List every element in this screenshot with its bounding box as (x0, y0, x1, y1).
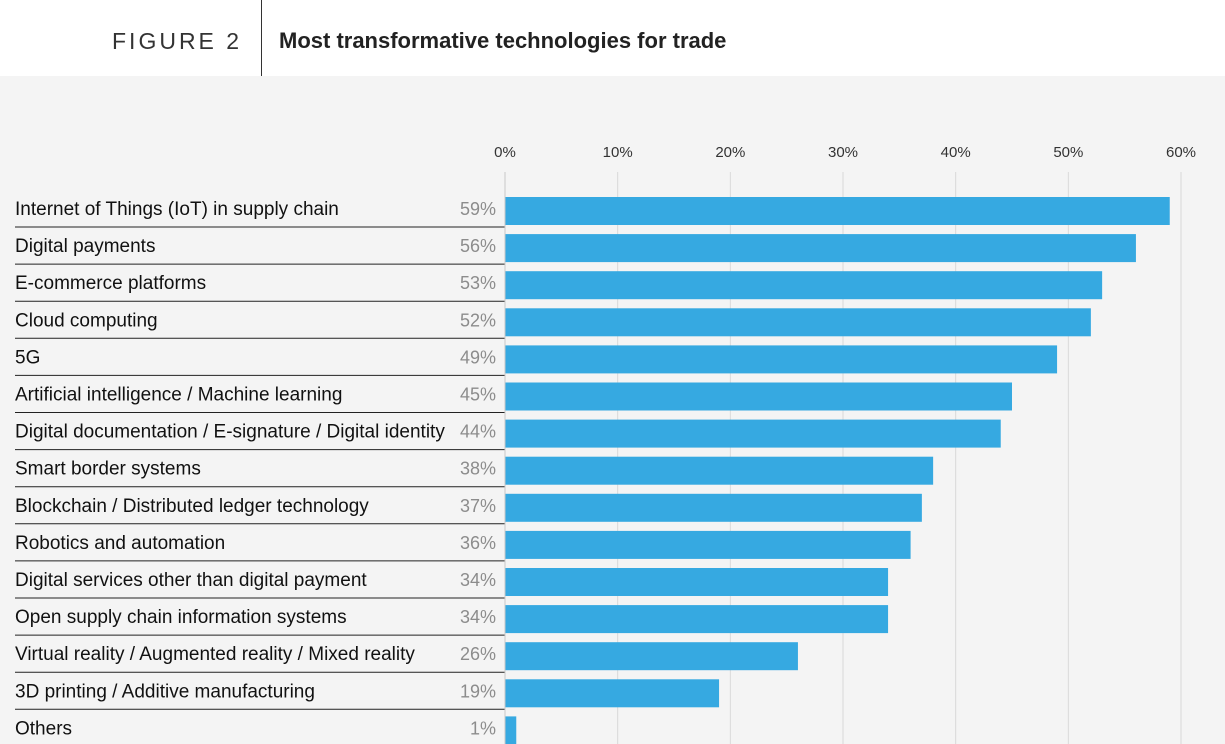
value-label: 34% (460, 607, 496, 627)
x-tick-label: 20% (715, 144, 745, 161)
bar (505, 716, 517, 744)
value-label: 56% (460, 236, 496, 256)
figure-label: FIGURE 2 (112, 28, 243, 54)
value-label: 36% (460, 533, 496, 553)
bar (505, 679, 720, 708)
x-tick-label: 40% (941, 144, 971, 161)
value-label: 34% (460, 570, 496, 590)
value-label: 45% (460, 385, 496, 405)
category-label: Smart border systems (15, 459, 201, 480)
category-label: Open supply chain information systems (15, 607, 347, 628)
x-tick-label: 60% (1166, 144, 1196, 161)
bar (505, 605, 889, 634)
value-label: 59% (460, 199, 496, 219)
bar (505, 642, 798, 671)
x-tick-label: 30% (828, 144, 858, 161)
figure-title: Most transformative technologies for tra… (279, 28, 727, 53)
bar (505, 308, 1091, 337)
value-label: 19% (460, 681, 496, 701)
category-label: Internet of Things (IoT) in supply chain (15, 199, 339, 220)
x-tick-label: 50% (1053, 144, 1083, 161)
bar (505, 345, 1058, 374)
header-divider (261, 0, 262, 76)
x-tick-label: 10% (603, 144, 633, 161)
category-label: Cloud computing (15, 310, 158, 331)
bar (505, 419, 1001, 448)
value-label: 52% (460, 310, 496, 330)
category-label: 5G (15, 347, 40, 368)
category-label: Digital payments (15, 236, 155, 257)
value-label: 38% (460, 459, 496, 479)
x-tick-label: 0% (494, 144, 516, 161)
value-label: 53% (460, 273, 496, 293)
value-label: 1% (470, 718, 496, 738)
category-label: 3D printing / Additive manufacturing (15, 681, 315, 702)
bar (505, 234, 1136, 263)
bar (505, 382, 1012, 411)
category-label: Virtual reality / Augmented reality / Mi… (15, 644, 415, 665)
category-label: Artificial intelligence / Machine learni… (15, 385, 342, 406)
value-label: 26% (460, 644, 496, 664)
category-label: Digital documentation / E-signature / Di… (15, 422, 445, 443)
category-label: Digital services other than digital paym… (15, 570, 367, 591)
bar (505, 530, 911, 559)
value-label: 49% (460, 347, 496, 367)
value-label: 44% (460, 422, 496, 442)
bar (505, 493, 922, 522)
bar (505, 197, 1170, 225)
bar (505, 271, 1103, 300)
value-label: 37% (460, 496, 496, 516)
category-label: E-commerce platforms (15, 273, 206, 294)
category-label: Others (15, 718, 72, 739)
figure-header: FIGURE 2 Most transformative technologie… (0, 0, 1225, 76)
bar (505, 568, 889, 596)
category-label: Blockchain / Distributed ledger technolo… (15, 496, 369, 517)
bar (505, 456, 934, 485)
category-label: Robotics and automation (15, 533, 225, 554)
